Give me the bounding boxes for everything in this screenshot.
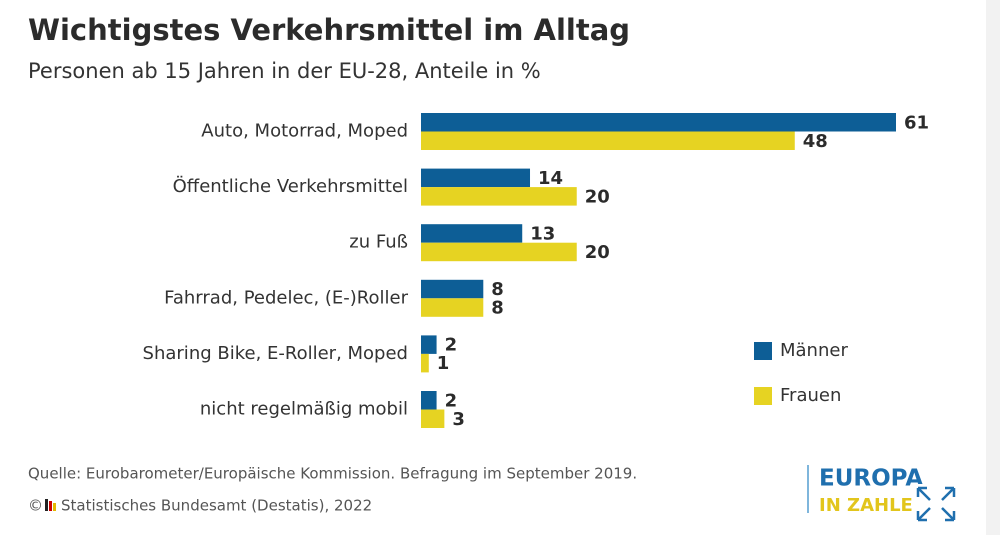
bar <box>421 113 896 132</box>
chart-title: Wichtigstes Verkehrsmittel im Alltag <box>28 13 630 47</box>
category-label: Sharing Bike, E-Roller, Moped <box>143 343 408 364</box>
logo-bottom: IN ZAHLEN <box>819 495 928 516</box>
legend-label: Männer <box>780 340 848 361</box>
legend-label: Frauen <box>780 385 841 406</box>
bar <box>421 242 577 262</box>
legend-swatch <box>754 387 772 405</box>
value-label: 2 <box>445 335 458 356</box>
category-label: Auto, Motorrad, Moped <box>201 121 408 142</box>
legend-swatch <box>754 342 772 360</box>
value-label: 8 <box>491 279 504 300</box>
bar <box>421 335 437 354</box>
value-label: 1 <box>437 353 450 374</box>
category-label: nicht regelmäßig mobil <box>200 399 408 420</box>
category-label: Fahrrad, Pedelec, (E-)Roller <box>164 287 408 308</box>
bar <box>421 279 484 299</box>
bar <box>421 168 531 188</box>
value-label: 20 <box>585 242 610 263</box>
copyright: Statistisches Bundesamt (Destatis), 2022 <box>61 497 372 515</box>
source: Quelle: Eurobarometer/Europäische Kommis… <box>28 465 637 483</box>
copyright-symbol: © <box>28 497 43 515</box>
destatis-icon <box>45 499 56 511</box>
bar <box>421 353 429 373</box>
value-label: 14 <box>538 168 563 189</box>
bar <box>421 298 484 317</box>
value-label: 3 <box>452 409 465 430</box>
bar <box>421 131 795 150</box>
value-label: 61 <box>904 112 929 133</box>
value-label: 13 <box>530 223 555 244</box>
value-label: 2 <box>445 390 458 411</box>
chart-subtitle: Personen ab 15 Jahren in der EU-28, Ante… <box>28 59 541 83</box>
category-label: Öffentliche Verkehrsmittel <box>173 175 408 197</box>
bar <box>421 391 437 410</box>
bar <box>421 187 577 206</box>
value-label: 20 <box>585 186 610 207</box>
category-label: zu Fuß <box>349 232 408 253</box>
value-label: 8 <box>491 298 504 319</box>
bar <box>421 409 445 428</box>
logo-top: EUROPA <box>819 466 923 492</box>
bar <box>421 224 523 243</box>
edge-strip <box>986 0 1000 535</box>
expand-icon[interactable] <box>914 484 958 522</box>
value-label: 48 <box>803 131 828 152</box>
